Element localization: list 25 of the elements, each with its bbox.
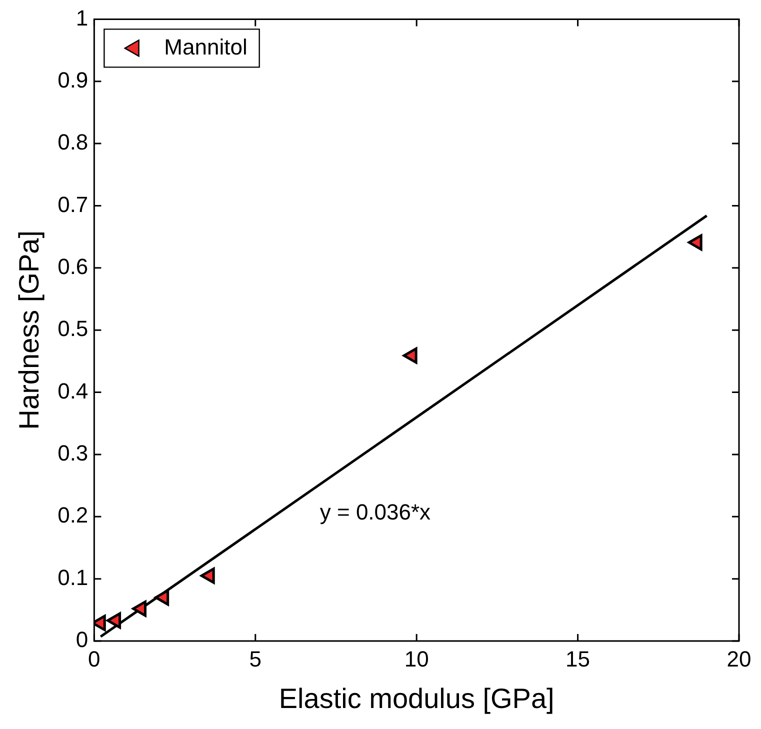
y-axis-title: Hardness [GPa] [14,230,45,430]
y-tick-label: 0.7 [58,192,88,217]
point [132,600,147,617]
annotation: y = 0.036*x [320,500,431,525]
x-tick-label: 15 [566,646,590,672]
x-axis-title: Elastic modulus [GPa] [278,682,554,714]
x-tick-label: 5 [249,646,262,672]
y-tick-label: 0.2 [58,502,88,528]
x-tick-label: 20 [726,646,752,672]
y-tick-label: 0.4 [58,378,88,404]
point [200,568,215,584]
y-tick-label: 0.3 [58,440,88,466]
point [154,589,170,606]
y-tick-label: 0.6 [58,254,88,279]
x-tick-label: 10 [404,646,429,672]
y-tick-label: 0.1 [58,564,88,590]
point [688,234,702,251]
point [402,347,418,364]
legend-label: Mannitol [164,34,248,60]
y-tick-label: 0.8 [58,130,88,155]
y-tick-label: 1 [76,5,88,30]
y-tick-label: 0.5 [58,316,88,342]
point [106,612,122,629]
y-tick-label: 0 [76,627,88,652]
y-tick-label: 0.9 [58,67,88,92]
